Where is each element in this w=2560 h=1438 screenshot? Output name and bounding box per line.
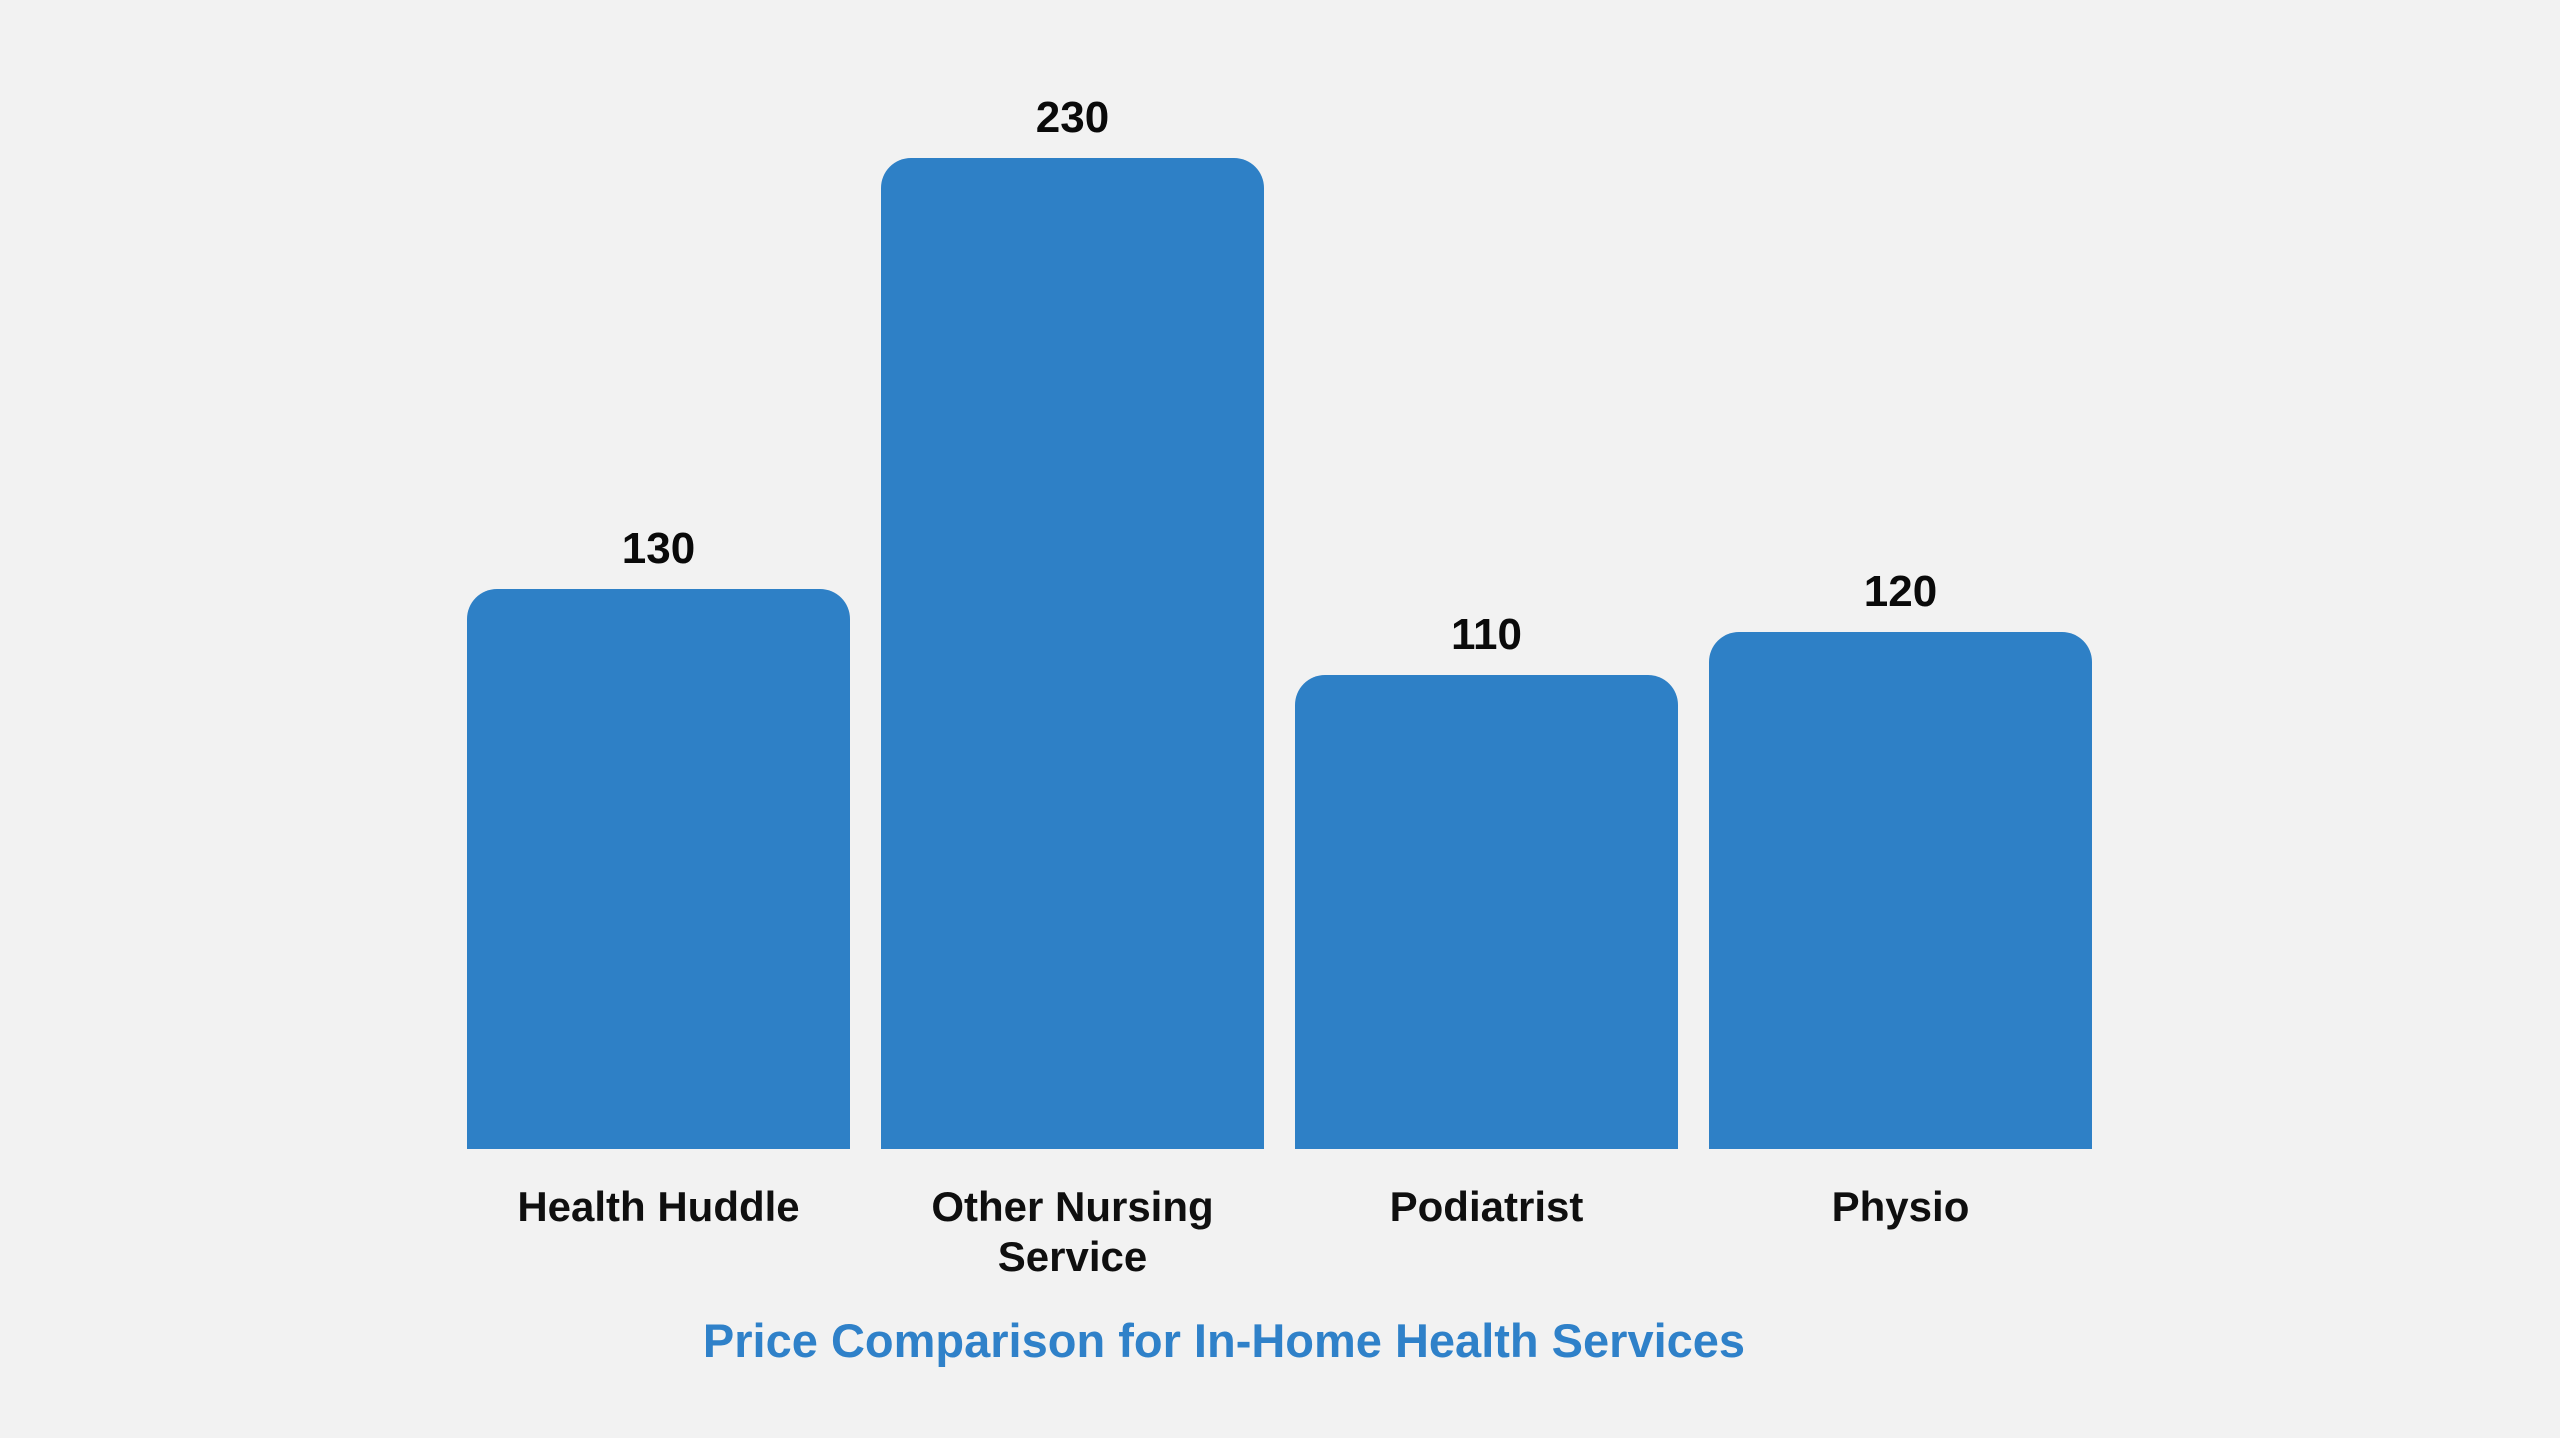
category-label: Physio	[1831, 1183, 1970, 1230]
chart-title: Price Comparison for In-Home Health Serv…	[702, 1314, 1746, 1367]
bar	[1295, 675, 1678, 1149]
value-label: 230	[1035, 93, 1110, 142]
bar	[881, 158, 1264, 1149]
category-label: Other Nursing Service	[931, 1183, 1214, 1280]
value-label: 110	[1451, 610, 1522, 659]
value-label: 130	[621, 524, 696, 573]
bar	[1709, 632, 2092, 1149]
value-label: 120	[1863, 567, 1938, 616]
bar	[467, 589, 850, 1149]
category-label: Health Huddle	[517, 1183, 800, 1230]
category-label: Podiatrist	[1389, 1183, 1584, 1230]
